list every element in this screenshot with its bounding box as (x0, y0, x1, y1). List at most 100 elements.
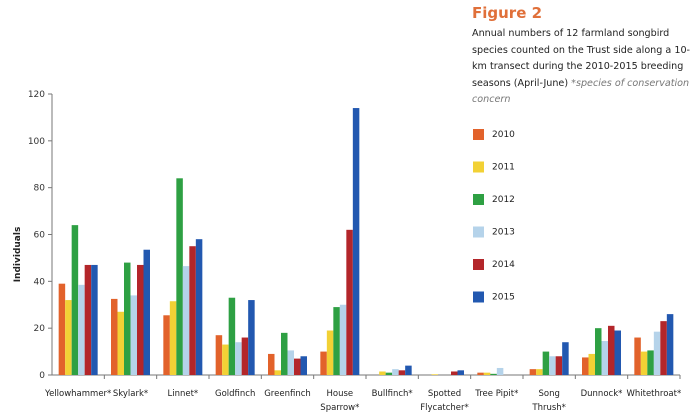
y-tick-label: 120 (28, 90, 45, 100)
x-tick-label: Greenfinch (264, 389, 311, 399)
bar-2013 (549, 356, 556, 375)
bar-2015 (457, 370, 464, 375)
bar-2011 (640, 351, 648, 375)
bar-2014 (137, 264, 144, 375)
bar-2010 (529, 369, 537, 375)
legend-swatch-2011 (473, 161, 484, 173)
bar-2014 (294, 358, 301, 375)
legend-swatch-2012 (473, 194, 484, 205)
bar-2014 (241, 337, 249, 375)
y-tick-label: 20 (34, 324, 46, 334)
bar-2012 (647, 350, 654, 375)
bar-2015 (91, 264, 98, 375)
bar-2013 (235, 342, 242, 375)
bar-2011 (169, 301, 177, 375)
bar-2010 (634, 337, 641, 375)
x-tick-label: Yellowhammer* (44, 389, 111, 399)
bar-2012 (490, 373, 497, 375)
bar-2011 (274, 370, 281, 375)
bar-2014 (346, 229, 353, 375)
bar-2013 (392, 369, 399, 375)
x-tick-label: House (327, 389, 354, 399)
bar-2010 (111, 298, 118, 375)
bar-2014 (451, 371, 458, 375)
bar-2013 (653, 331, 661, 375)
bar-2011 (117, 311, 124, 375)
figure-title: Figure 2 (472, 4, 543, 22)
bar-2012 (228, 297, 236, 375)
y-axis-label: Individuals (13, 227, 23, 283)
legend-swatch-2014 (473, 259, 484, 270)
x-tick-label: Spotted (428, 389, 461, 399)
bar-2013 (130, 295, 137, 375)
bar-2014 (189, 246, 196, 375)
bar-2013 (78, 284, 85, 375)
bar-2014 (84, 264, 92, 375)
x-tick-label: Linnet* (167, 389, 198, 399)
bar-2013 (287, 350, 294, 375)
bar-2012 (281, 332, 288, 375)
bar-2011 (379, 371, 386, 375)
legend-label: 2010 (492, 130, 515, 140)
bar-2015 (248, 300, 255, 375)
caption-text: Annual numbers of 12 farmland songbird s… (472, 28, 691, 89)
bar-2010 (163, 315, 170, 375)
bar-2011 (431, 374, 438, 375)
bar-2015 (562, 342, 569, 375)
bar-2011 (588, 353, 595, 375)
bar-2012 (542, 351, 550, 375)
legend-label: 2012 (492, 195, 515, 205)
caption-note: *species of conservation concern (472, 77, 690, 106)
bar-2011 (65, 300, 72, 375)
legend-label: 2013 (492, 228, 515, 238)
y-tick-label: 100 (28, 137, 45, 147)
bar-2012 (333, 307, 340, 375)
bar-2012 (595, 328, 602, 375)
legend-swatch-2013 (473, 226, 484, 238)
y-tick-label: 60 (34, 231, 46, 241)
x-tick-label: Sparrow* (320, 403, 359, 413)
y-tick-label: 0 (39, 371, 45, 381)
x-tick-label: Flycatcher* (420, 403, 469, 413)
bar-2010 (582, 357, 589, 375)
bar-2014 (660, 321, 667, 375)
legend-swatch-2015 (473, 291, 484, 303)
bar-2014 (398, 370, 406, 375)
bar-2012 (385, 372, 393, 375)
bar-2010 (477, 372, 484, 375)
bar-2011 (222, 344, 229, 375)
x-tick-label: Thrush* (531, 403, 566, 413)
figure-caption: Annual numbers of 12 farmland songbird s… (472, 26, 697, 109)
bar-2015 (614, 330, 621, 375)
legend-label: 2014 (492, 260, 515, 270)
bar-2011 (536, 369, 543, 375)
bar-2010 (215, 335, 223, 375)
bar-2015 (195, 239, 203, 375)
x-tick-label: Bullfinch* (372, 389, 413, 399)
bar-2015 (143, 249, 150, 375)
bar-2010 (320, 351, 327, 375)
bar-2013 (182, 266, 190, 375)
bar-2015 (405, 365, 412, 375)
y-tick-label: 80 (34, 184, 46, 194)
bar-2012 (176, 178, 183, 375)
legend-label: 2011 (492, 163, 515, 173)
bar-2015 (666, 314, 674, 375)
bar-2010 (58, 283, 66, 375)
bar-2013 (496, 367, 504, 375)
bar-2011 (326, 330, 334, 375)
y-tick-label: 40 (34, 277, 46, 287)
bar-2015 (352, 108, 360, 376)
legend-label: 2015 (492, 293, 515, 303)
x-tick-label: Skylark* (113, 389, 148, 399)
bar-2011 (483, 372, 491, 375)
x-tick-label: Song (538, 389, 559, 399)
bar-2014 (555, 356, 563, 375)
x-tick-label: Whitethroat* (626, 389, 681, 399)
x-tick-label: Goldfinch (215, 389, 255, 399)
x-tick-label: Tree Pipit* (474, 389, 518, 399)
legend-swatch-2010 (473, 129, 484, 140)
bar-2012 (124, 262, 131, 375)
bar-2013 (339, 304, 347, 375)
